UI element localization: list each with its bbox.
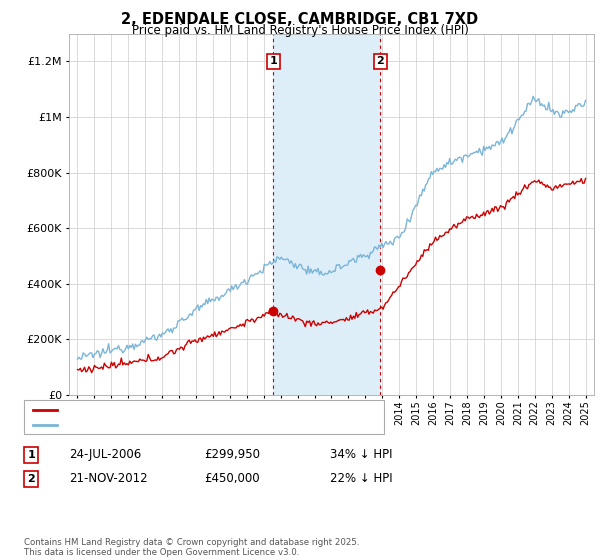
- Text: 2: 2: [28, 474, 35, 484]
- Text: 34% ↓ HPI: 34% ↓ HPI: [330, 448, 392, 461]
- Bar: [273, 34, 380, 395]
- Text: Contains HM Land Registry data © Crown copyright and database right 2025.
This d: Contains HM Land Registry data © Crown c…: [24, 538, 359, 557]
- Text: 2, EDENDALE CLOSE, CAMBRIDGE, CB1 7XD (detached house): 2, EDENDALE CLOSE, CAMBRIDGE, CB1 7XD (d…: [61, 405, 385, 415]
- Text: £299,950: £299,950: [204, 448, 260, 461]
- Text: 1: 1: [269, 57, 277, 67]
- Text: 2: 2: [377, 57, 385, 67]
- Text: Price paid vs. HM Land Registry's House Price Index (HPI): Price paid vs. HM Land Registry's House …: [131, 24, 469, 36]
- Text: HPI: Average price, detached house, Cambridge: HPI: Average price, detached house, Camb…: [61, 419, 311, 430]
- Text: £450,000: £450,000: [204, 472, 260, 486]
- Text: 22% ↓ HPI: 22% ↓ HPI: [330, 472, 392, 486]
- Text: 21-NOV-2012: 21-NOV-2012: [69, 472, 148, 486]
- Text: 1: 1: [28, 450, 35, 460]
- Text: 24-JUL-2006: 24-JUL-2006: [69, 448, 141, 461]
- Text: 2, EDENDALE CLOSE, CAMBRIDGE, CB1 7XD: 2, EDENDALE CLOSE, CAMBRIDGE, CB1 7XD: [121, 12, 479, 27]
